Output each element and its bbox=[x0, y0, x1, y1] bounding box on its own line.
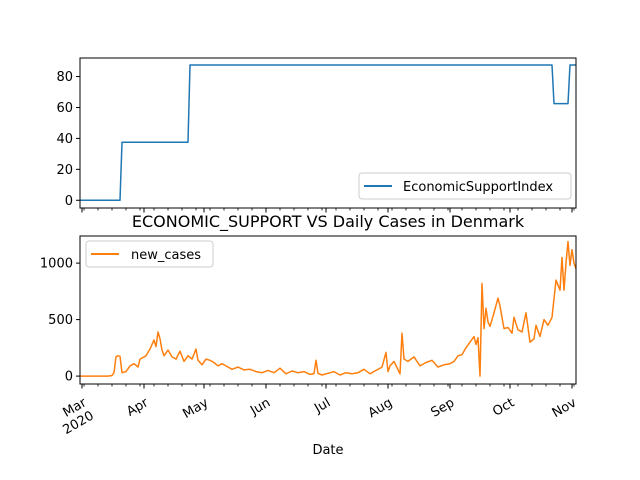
y-tick-label: 40 bbox=[56, 132, 73, 147]
economic-support-line-layer bbox=[80, 64, 576, 202]
series-line-EconomicSupportIndex bbox=[80, 64, 576, 202]
y-tick-label: 500 bbox=[48, 313, 73, 328]
x-axis-label: Date bbox=[312, 443, 343, 458]
y-tick-label: 0 bbox=[65, 194, 73, 209]
top-x-axis-minor-ticks bbox=[81, 208, 575, 213]
chart-title: ECONOMIC_SUPPORT VS Daily Cases in Denma… bbox=[132, 212, 525, 232]
bottom-legend-box bbox=[85, 240, 214, 268]
series-line-new_cases bbox=[80, 240, 577, 377]
y-tick-label: 0 bbox=[65, 370, 73, 385]
y-tick-label: 60 bbox=[56, 101, 73, 116]
top-legend-label: EconomicSupportIndex bbox=[403, 180, 553, 195]
y-tick-label: 80 bbox=[56, 70, 73, 85]
top-legend-box bbox=[358, 172, 572, 200]
top-axes-frame bbox=[79, 57, 577, 209]
x-tick-label: Jul bbox=[311, 395, 333, 416]
top-y-axis: 0 20 40 60 80 bbox=[56, 70, 80, 209]
y-tick-label: 1000 bbox=[40, 257, 73, 272]
bottom-legend: new_cases bbox=[85, 240, 214, 268]
economic-support-chart: 0 20 40 60 80 EconomicSupportIndex bbox=[56, 57, 577, 213]
top-legend: EconomicSupportIndex bbox=[358, 172, 572, 200]
bottom-y-axis: 0 500 1000 bbox=[40, 257, 80, 385]
y-tick-label: 20 bbox=[56, 163, 73, 178]
new-cases-line-layer bbox=[80, 240, 577, 377]
bottom-legend-label: new_cases bbox=[131, 248, 201, 263]
bottom-axes-frame bbox=[79, 235, 577, 385]
